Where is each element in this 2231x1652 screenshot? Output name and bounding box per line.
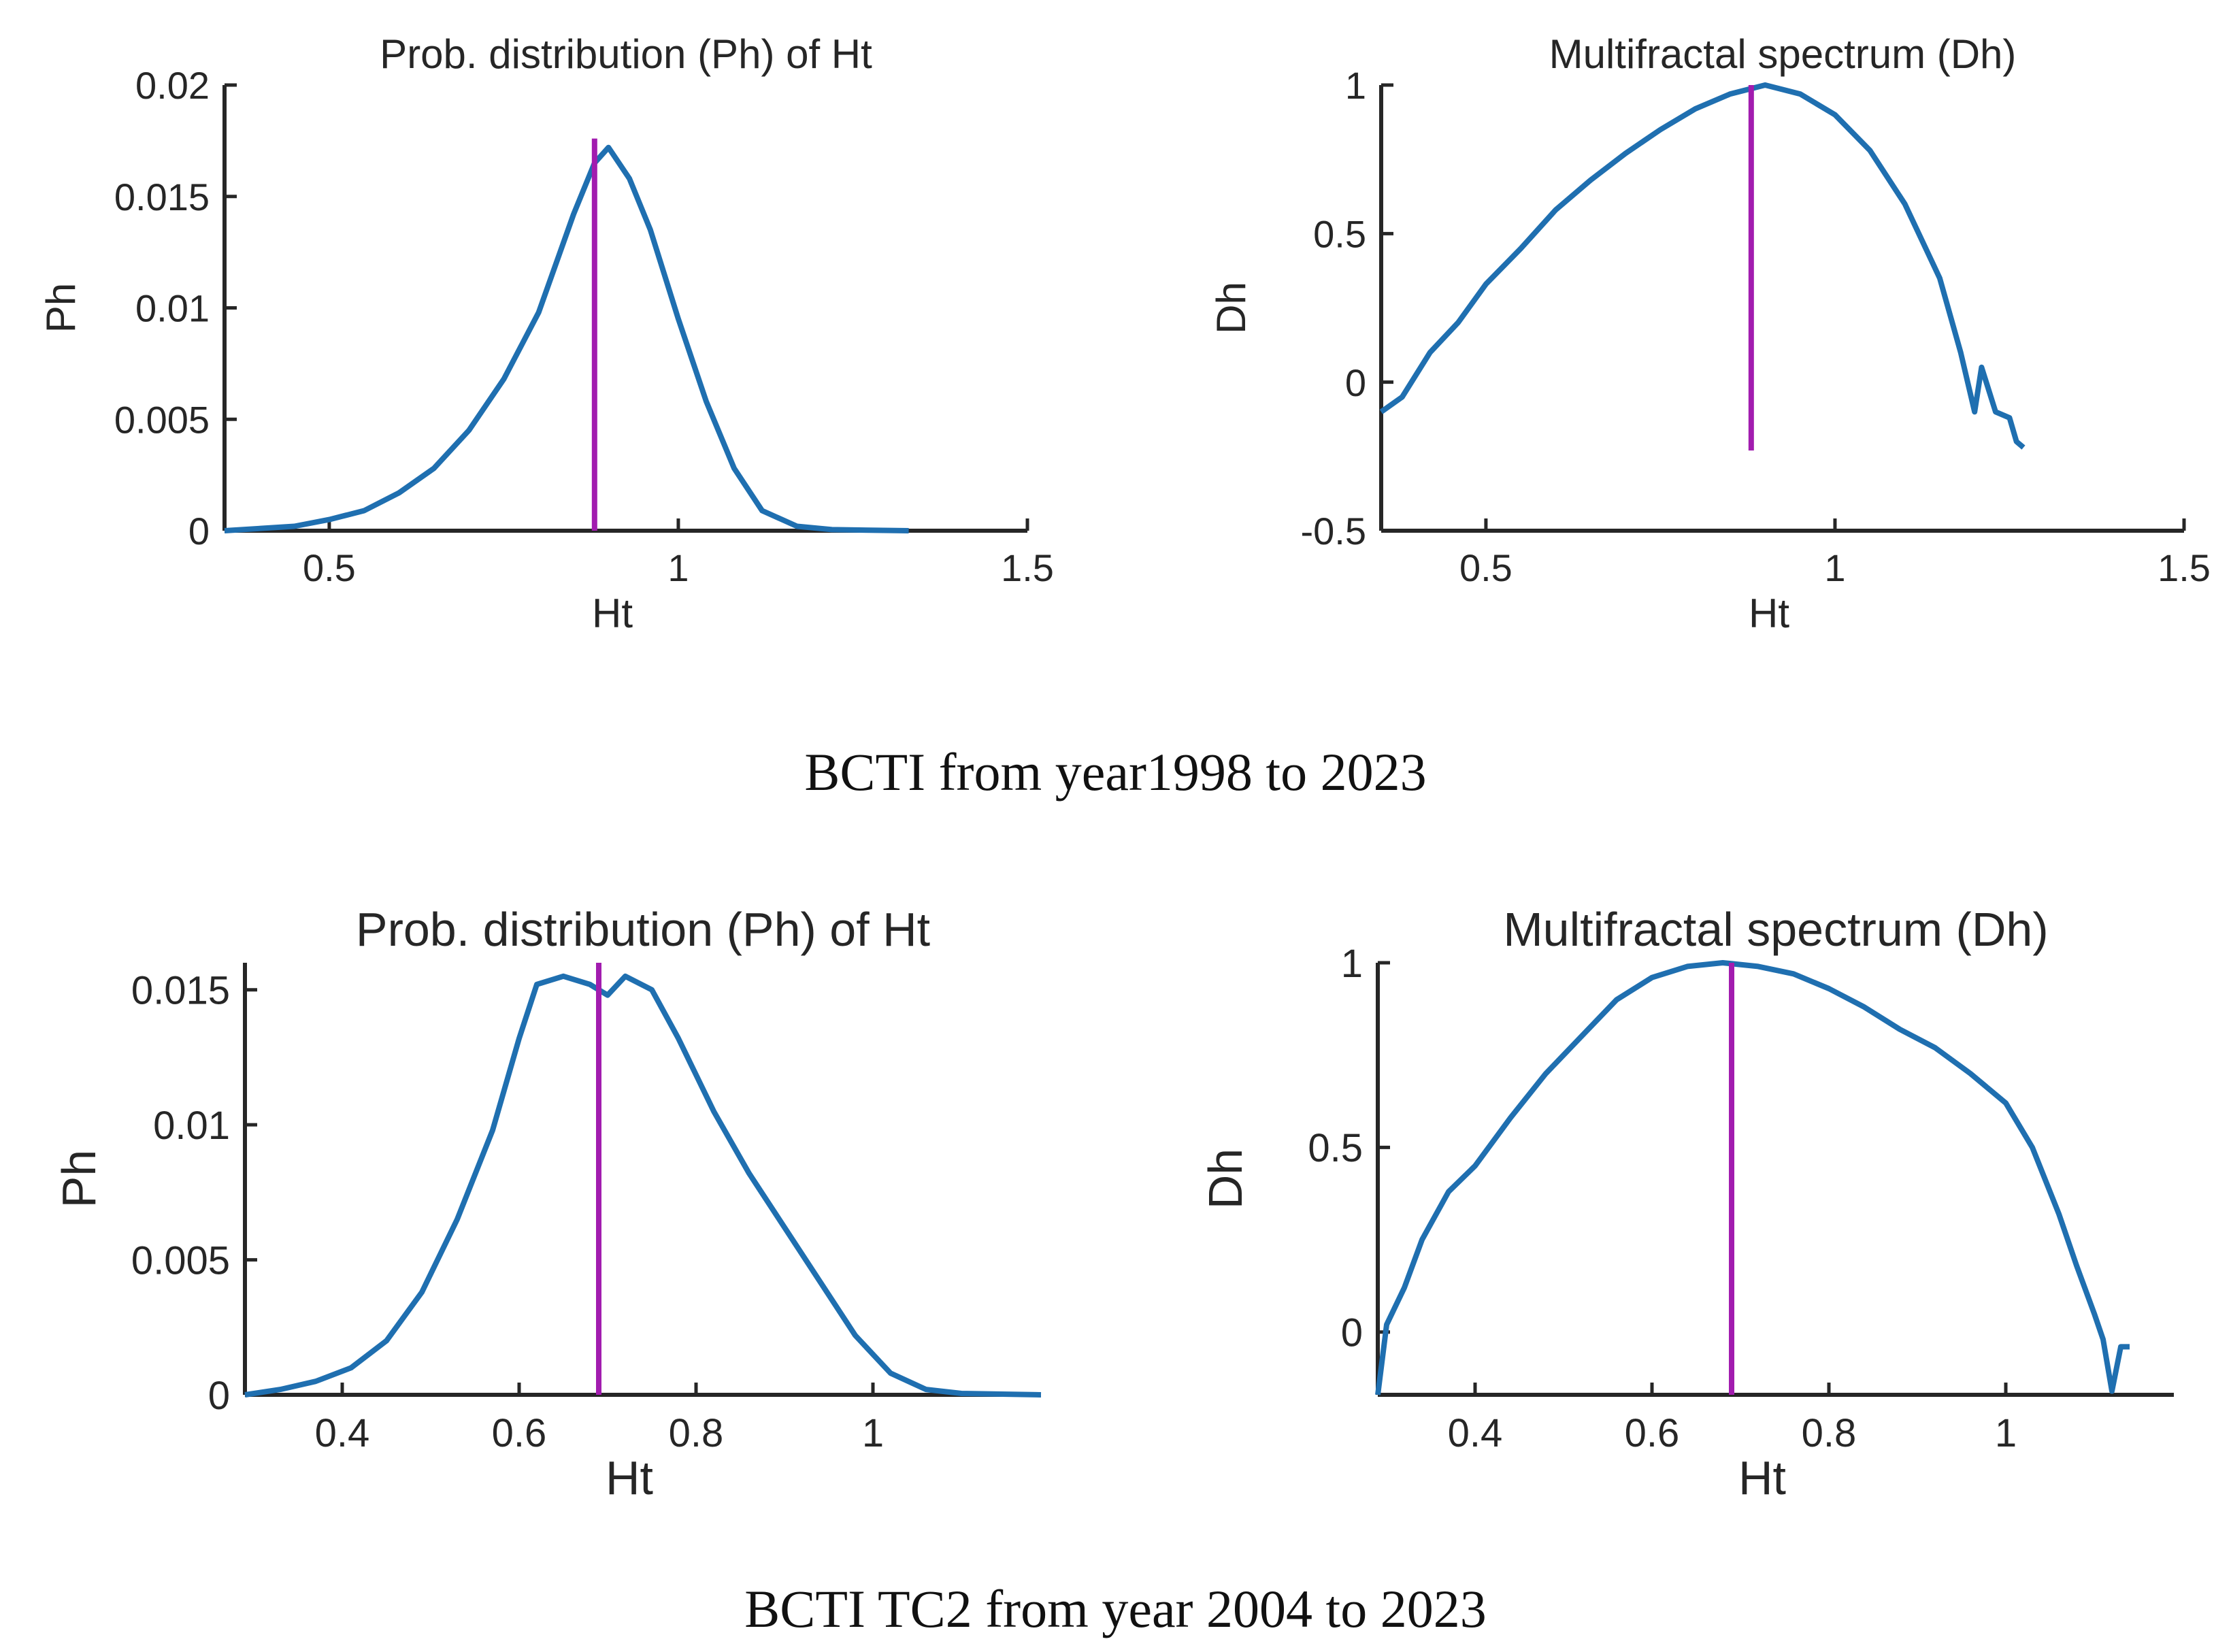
x-tick-label: 0.6 (492, 1411, 547, 1455)
x-axis-label: Ht (592, 591, 633, 636)
chart-title: Multifractal spectrum (Dh) (1503, 903, 2048, 956)
x-tick-label: 1 (1824, 546, 1845, 589)
chart-title: Multifractal spectrum (Dh) (1549, 31, 2017, 77)
y-tick-label: 0.015 (131, 969, 230, 1013)
x-axis-label: Ht (1749, 591, 1789, 636)
y-tick-label: 0.5 (1313, 212, 1366, 255)
series-line (1379, 82, 2026, 450)
x-tick-label: 0.5 (303, 546, 356, 589)
chart-prob-distribution-1998: Prob. distribution (Ph) of Ht 0 0.005 0.01 0… (0, 0, 1116, 680)
x-tick-label: 0.4 (315, 1411, 370, 1455)
y-tick-label: 0.02 (135, 64, 210, 107)
x-tick-label: 0.8 (1802, 1411, 1857, 1455)
x-tick-label: 1.5 (2158, 546, 2211, 589)
y-axis-label: Ph (52, 1150, 105, 1208)
x-tick-label: 1.5 (1001, 546, 1054, 589)
y-axis-label: Dh (1199, 1149, 1252, 1209)
chart-multifractal-spectrum-2004: Multifractal spectrum (Dh) 0 0.5 1 0.4 0.6 0.8… (1116, 857, 2231, 1544)
y-tick-label: 0.005 (131, 1238, 230, 1283)
y-tick-label: -0.5 (1301, 510, 1367, 552)
x-tick-label: 0.5 (1459, 546, 1513, 589)
y-axis-label: Ph (38, 283, 84, 333)
chart-svg: Prob. distribution (Ph) of Ht 0 0.005 0.01 0… (52, 903, 1042, 1504)
y-tick-label: 1 (1345, 64, 1366, 107)
y-tick-label: 0.01 (153, 1104, 230, 1148)
chart-title: Prob. distribution (Ph) of Ht (380, 31, 872, 77)
caption-top: BCTI from year1998 to 2023 (804, 742, 1427, 802)
series-line (224, 144, 909, 533)
x-tick-label: 0.4 (1448, 1411, 1503, 1455)
chart-svg: Prob. distribution (Ph) of Ht 0 0.005 0.01 0… (38, 31, 1054, 636)
y-tick-label: 0.015 (114, 176, 210, 218)
y-tick-label: 0.01 (135, 287, 210, 330)
x-axis-label: Ht (1738, 1451, 1786, 1504)
y-tick-label: 0 (1341, 1311, 1363, 1355)
y-tick-label: 0 (208, 1374, 230, 1418)
y-axis-label: Dh (1208, 282, 1254, 334)
y-tick-label: 0 (188, 510, 210, 552)
chart-svg: Multifractal spectrum (Dh) 0 0.5 1 0.4 0.6 0.8… (1199, 903, 2174, 1504)
chart-title: Prob. distribution (Ph) of Ht (356, 903, 930, 956)
y-tick-label: 1 (1341, 942, 1363, 986)
series-line (1375, 960, 2130, 1395)
x-tick-label: 1 (667, 546, 689, 589)
chart-prob-distribution-2004: Prob. distribution (Ph) of Ht 0 0.005 0.01 0… (0, 857, 1116, 1544)
x-tick-label: 0.6 (1625, 1411, 1680, 1455)
x-axis-label: Ht (606, 1451, 653, 1504)
y-tick-label: 0 (1345, 361, 1366, 404)
x-tick-label: 1 (1995, 1411, 2017, 1455)
y-tick-label: 0.5 (1308, 1126, 1363, 1170)
y-tick-label: 0.005 (114, 398, 210, 441)
chart-multifractal-spectrum-1998: Multifractal spectrum (Dh) -0.5 0 0.5 1 0.5 1 1… (1116, 0, 2231, 680)
x-tick-label: 1 (862, 1411, 884, 1455)
series-line (244, 973, 1042, 1398)
x-tick-label: 0.8 (669, 1411, 724, 1455)
caption-bottom: BCTI TC2 from year 2004 to 2023 (744, 1579, 1487, 1638)
chart-svg: Multifractal spectrum (Dh) -0.5 0 0.5 1 0.5 1 1… (1208, 31, 2211, 636)
